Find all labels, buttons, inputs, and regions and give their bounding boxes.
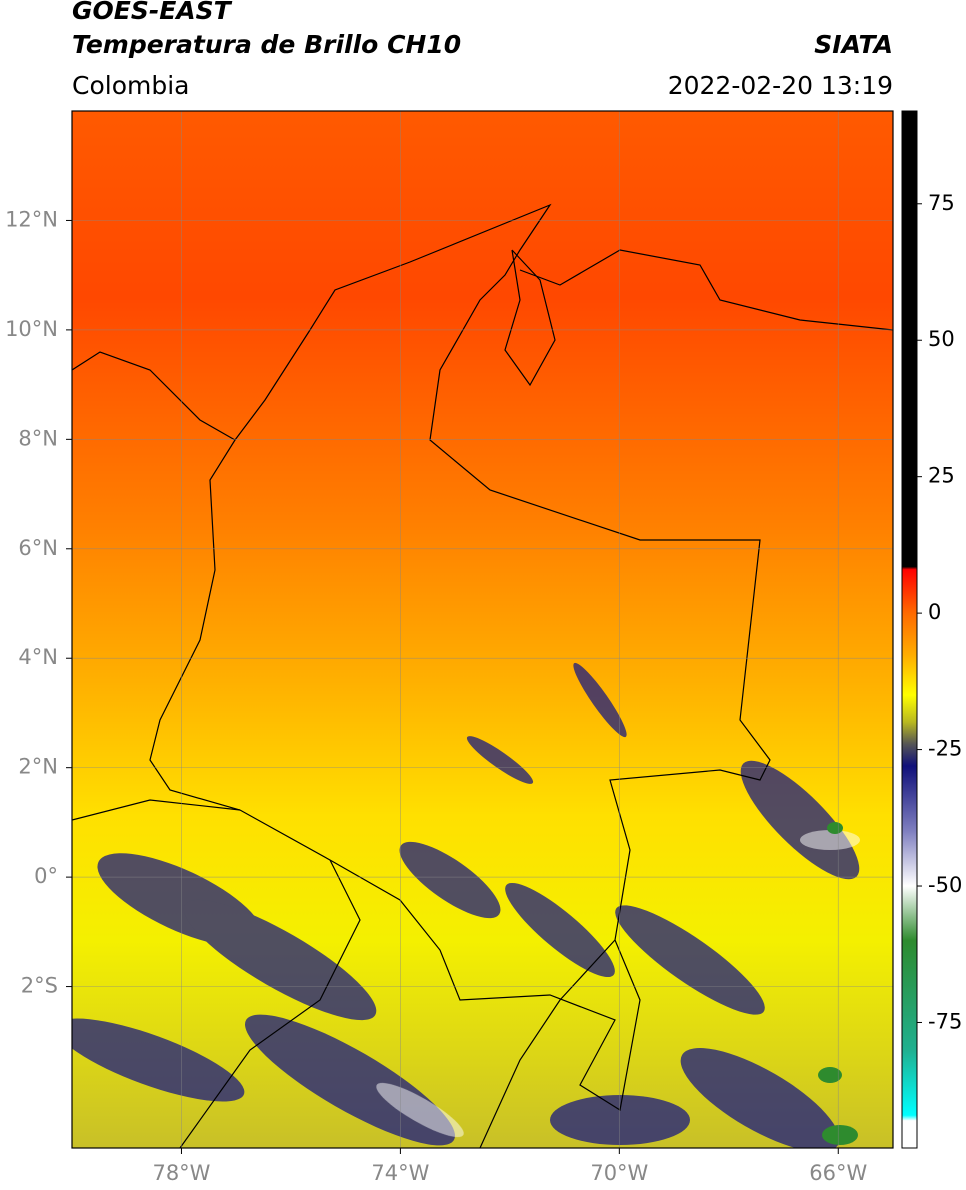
colorbar — [901, 110, 918, 1149]
colorbar-tick-label: 0 — [928, 600, 941, 624]
region: Colombia — [72, 71, 189, 100]
x-tick-label: 66°W — [809, 1161, 867, 1185]
colorbar-tick-label: -50 — [928, 873, 962, 897]
y-tick-label: 4°N — [18, 645, 58, 669]
colorbar-tick-label: -25 — [928, 737, 962, 761]
product: Temperatura de Brillo CH10 — [72, 30, 461, 59]
y-tick-label: 0° — [34, 864, 58, 888]
x-tick-label: 78°W — [152, 1161, 210, 1185]
satellite: GOES-EAST — [72, 0, 233, 25]
y-tick-label: 2°N — [18, 755, 58, 779]
y-tick-label: 6°N — [18, 536, 58, 560]
y-tick-label: 8°N — [18, 426, 58, 450]
colorbar-tick-label: -75 — [928, 1009, 962, 1033]
colorbar-tick-label: 25 — [928, 464, 955, 488]
x-tick-label: 70°W — [590, 1161, 648, 1185]
source: SIATA — [814, 30, 893, 59]
colorbar-tick-label: 75 — [928, 191, 955, 215]
y-tick-label: 2°S — [21, 974, 58, 998]
y-tick-label: 10°N — [5, 317, 58, 341]
map-frame — [71, 110, 894, 1149]
datetime: 2022-02-20 13:19 — [668, 71, 893, 100]
colorbar-tick-label: 50 — [928, 327, 955, 351]
y-tick-label: 12°N — [5, 207, 58, 231]
satellite-image — [72, 111, 893, 1148]
x-tick-label: 74°W — [371, 1161, 429, 1185]
